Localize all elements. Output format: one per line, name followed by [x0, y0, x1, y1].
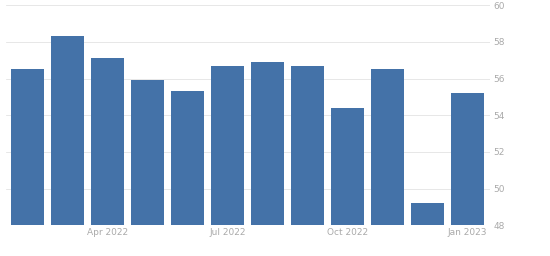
Bar [291, 66, 324, 256]
Bar [51, 36, 84, 256]
Bar [251, 62, 284, 256]
Bar [171, 91, 204, 256]
Bar [91, 58, 124, 256]
Bar [211, 66, 244, 256]
Bar [11, 69, 44, 256]
Bar [131, 80, 164, 256]
Bar [331, 108, 364, 256]
Bar [411, 203, 444, 256]
Bar [451, 93, 484, 256]
Bar [371, 69, 404, 256]
